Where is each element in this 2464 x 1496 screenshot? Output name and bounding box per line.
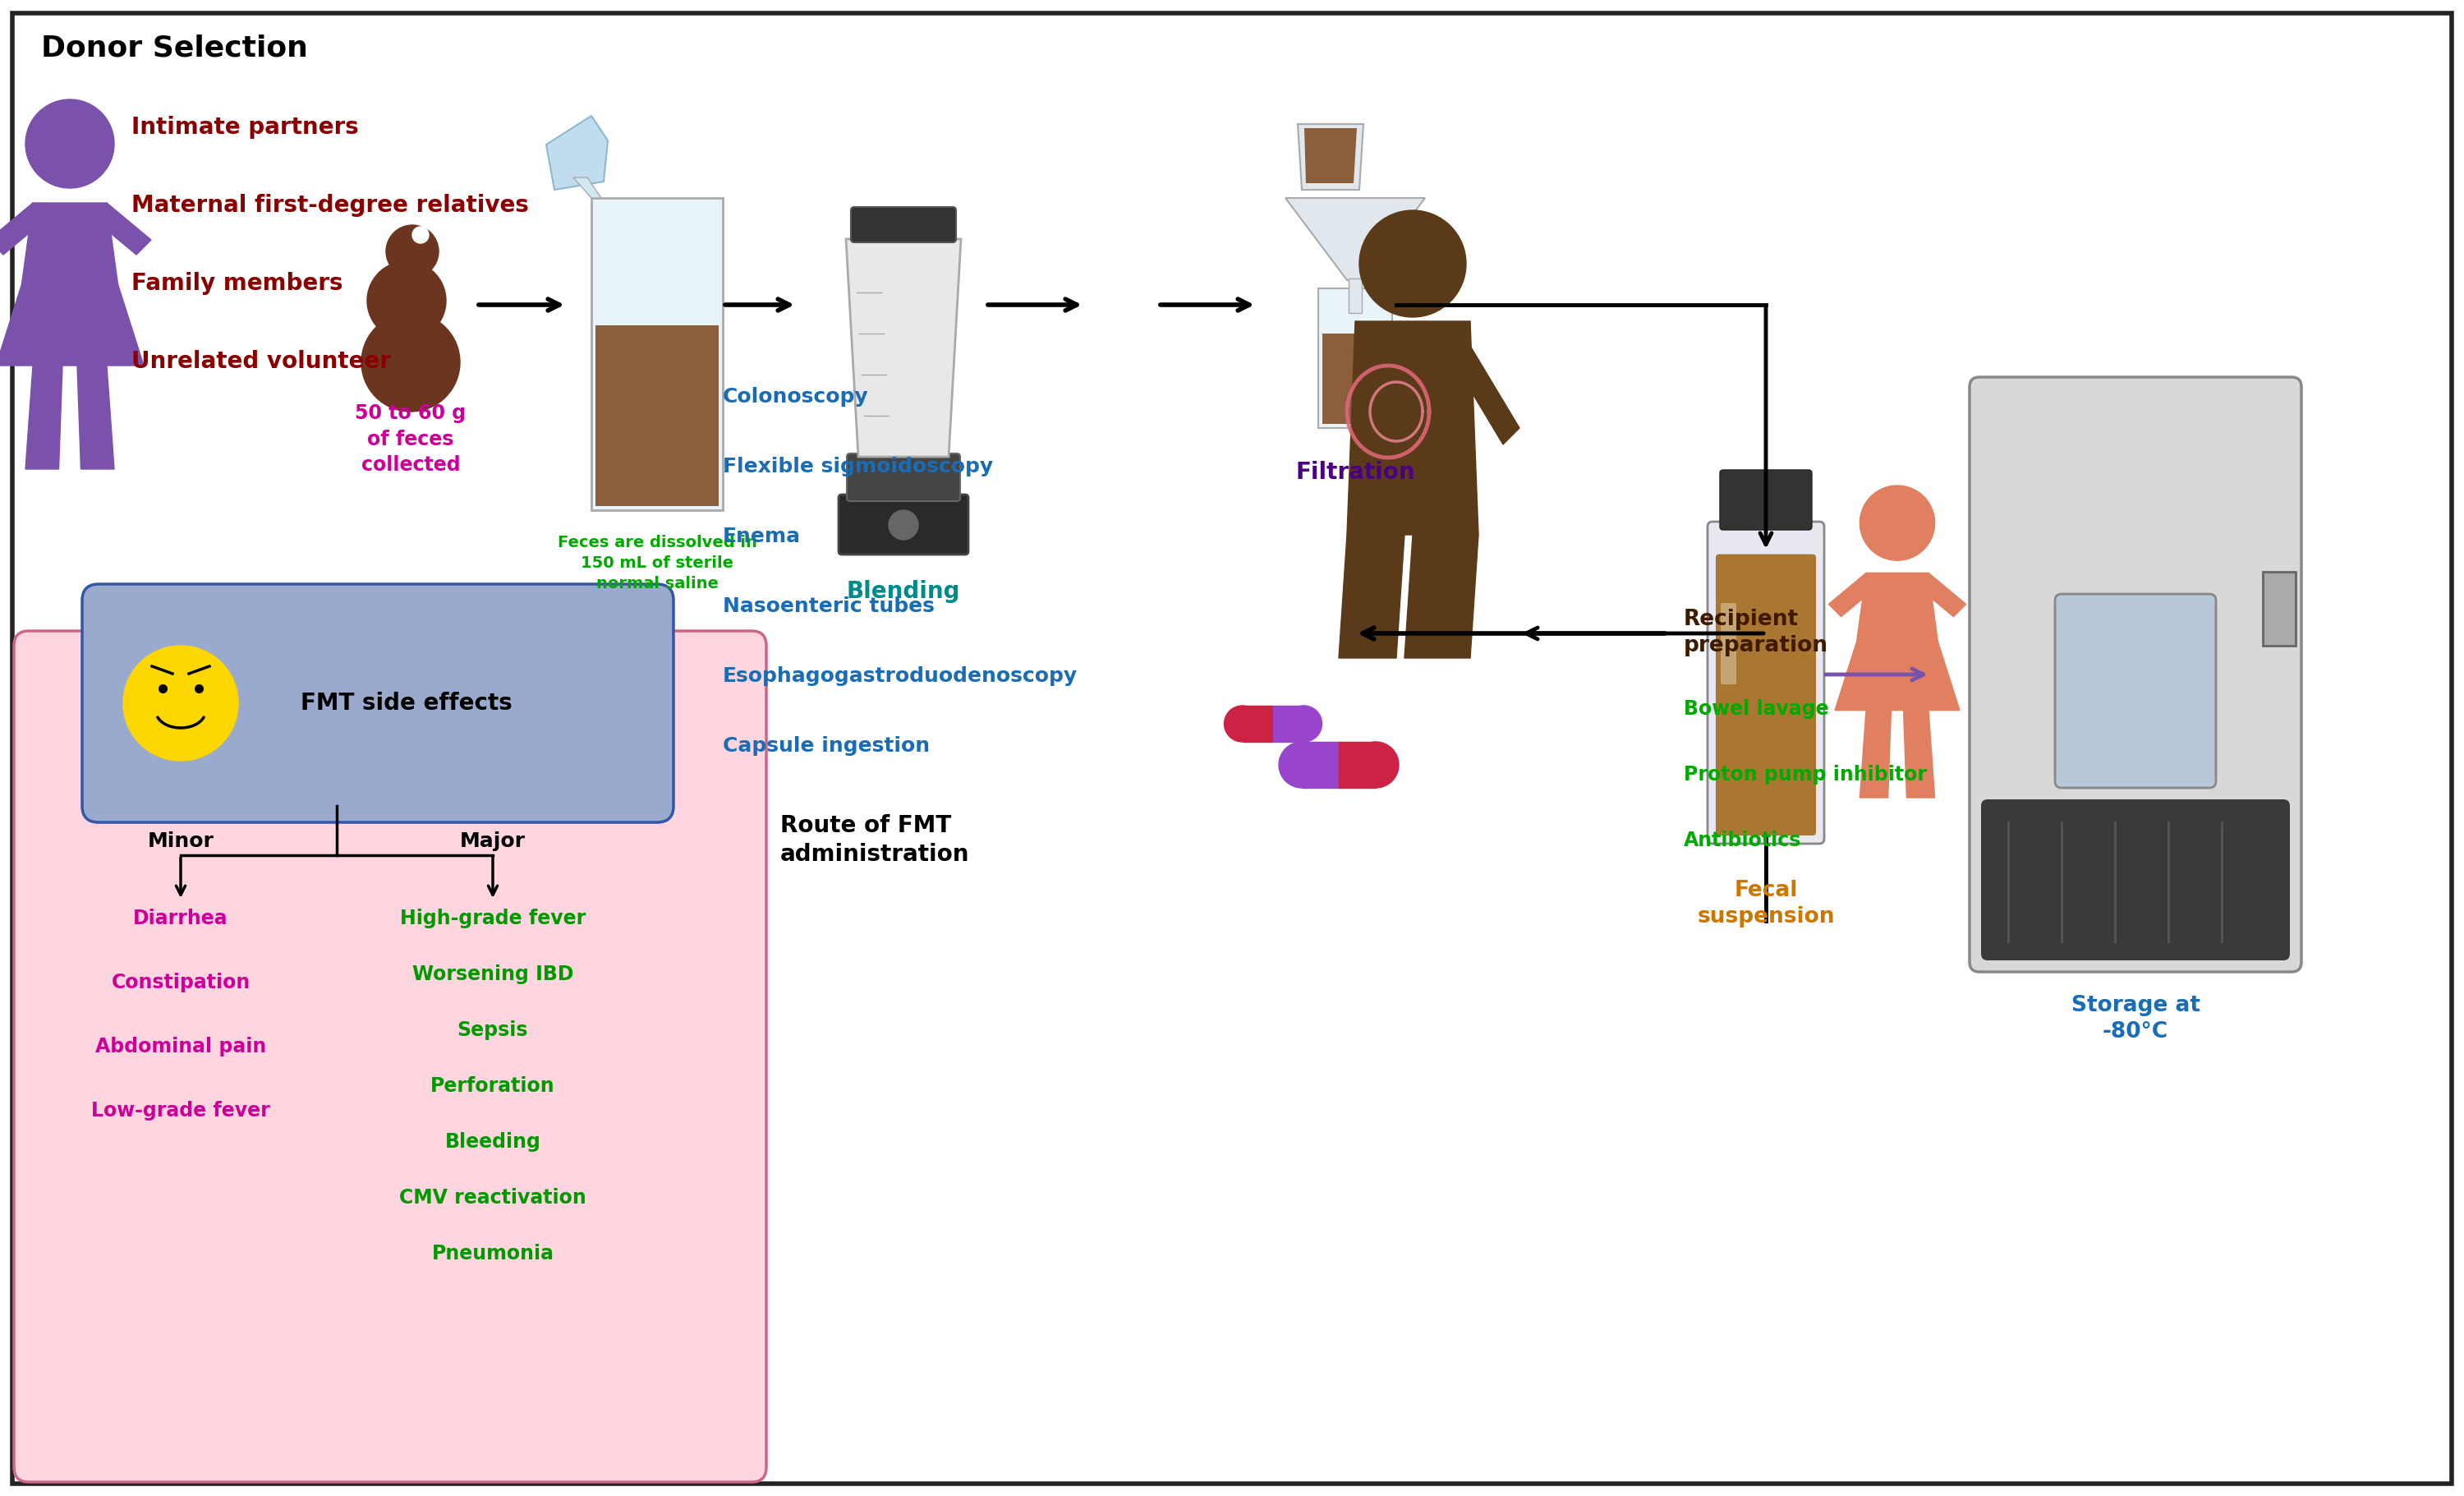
Polygon shape	[1454, 346, 1520, 444]
FancyBboxPatch shape	[1323, 334, 1387, 423]
Polygon shape	[1836, 642, 1959, 711]
Polygon shape	[1860, 711, 1890, 797]
Text: Family members: Family members	[131, 272, 342, 295]
Text: Minor: Minor	[148, 832, 214, 851]
Text: High-grade fever: High-grade fever	[399, 908, 586, 929]
FancyBboxPatch shape	[591, 197, 722, 510]
Polygon shape	[1299, 124, 1363, 190]
Text: Perforation: Perforation	[431, 1076, 554, 1097]
Polygon shape	[845, 239, 961, 456]
Polygon shape	[0, 284, 143, 365]
Text: Flexible sigmoidoscopy: Flexible sigmoidoscopy	[722, 456, 993, 477]
Bar	[1301, 742, 1338, 788]
FancyBboxPatch shape	[81, 583, 673, 823]
Circle shape	[411, 227, 429, 244]
FancyBboxPatch shape	[596, 325, 719, 506]
Polygon shape	[547, 115, 609, 190]
Circle shape	[1860, 486, 1934, 561]
Polygon shape	[1348, 322, 1478, 534]
Polygon shape	[1286, 197, 1424, 280]
Bar	[1242, 706, 1274, 742]
Polygon shape	[76, 365, 113, 470]
Text: Enema: Enema	[722, 527, 801, 546]
FancyBboxPatch shape	[15, 631, 766, 1483]
FancyBboxPatch shape	[1720, 470, 1811, 530]
Bar	[1274, 706, 1303, 742]
FancyBboxPatch shape	[850, 206, 956, 242]
Text: Maternal first-degree relatives: Maternal first-degree relatives	[131, 194, 530, 217]
FancyBboxPatch shape	[1969, 377, 2301, 972]
FancyBboxPatch shape	[1720, 603, 1737, 684]
Text: Antibiotics: Antibiotics	[1683, 830, 1801, 850]
Text: Colonoscopy: Colonoscopy	[722, 387, 870, 407]
Text: Sepsis: Sepsis	[458, 1020, 527, 1040]
Text: Abdominal pain: Abdominal pain	[96, 1037, 266, 1056]
Circle shape	[1360, 211, 1466, 317]
Text: Nasoenteric tubes: Nasoenteric tubes	[722, 597, 934, 616]
Text: Capsule ingestion: Capsule ingestion	[722, 736, 929, 755]
Text: Feces are dissolved in
150 mL of sterile
normal saline: Feces are dissolved in 150 mL of sterile…	[557, 534, 756, 591]
Polygon shape	[574, 178, 601, 197]
Text: Filtration: Filtration	[1296, 461, 1414, 483]
Polygon shape	[1338, 534, 1404, 658]
Circle shape	[1225, 706, 1259, 742]
Text: Low-grade fever: Low-grade fever	[91, 1101, 271, 1121]
Text: Recipient
preparation: Recipient preparation	[1683, 609, 1828, 657]
Text: Constipation: Constipation	[111, 972, 251, 992]
Bar	[1348, 278, 1363, 313]
FancyBboxPatch shape	[838, 495, 968, 555]
Polygon shape	[91, 203, 150, 254]
Circle shape	[25, 99, 113, 188]
Circle shape	[890, 510, 919, 540]
Text: Blending: Blending	[848, 580, 961, 603]
Text: Major: Major	[461, 832, 525, 851]
Circle shape	[362, 313, 461, 411]
Circle shape	[1279, 742, 1326, 788]
Polygon shape	[25, 365, 62, 470]
Circle shape	[1286, 706, 1321, 742]
Circle shape	[1353, 742, 1400, 788]
FancyBboxPatch shape	[1318, 289, 1392, 428]
Polygon shape	[1303, 129, 1358, 183]
Polygon shape	[1917, 573, 1966, 616]
Text: Pneumonia: Pneumonia	[431, 1243, 554, 1264]
Text: Bleeding: Bleeding	[446, 1132, 540, 1152]
Text: Bowel lavage: Bowel lavage	[1683, 699, 1828, 720]
FancyBboxPatch shape	[12, 13, 2452, 1484]
Polygon shape	[1404, 534, 1478, 658]
Text: Route of FMT
administration: Route of FMT administration	[781, 814, 968, 866]
Bar	[2262, 571, 2296, 646]
Polygon shape	[1905, 711, 1934, 797]
Polygon shape	[0, 203, 47, 254]
Text: CMV reactivation: CMV reactivation	[399, 1188, 586, 1207]
Text: Proton pump inhibitor: Proton pump inhibitor	[1683, 764, 1927, 784]
FancyBboxPatch shape	[1708, 522, 1823, 844]
Text: Storage at
-80°C: Storage at -80°C	[2070, 995, 2200, 1043]
Text: Intimate partners: Intimate partners	[131, 115, 360, 139]
FancyBboxPatch shape	[848, 453, 961, 501]
Text: Esophagogastroduodenoscopy: Esophagogastroduodenoscopy	[722, 666, 1077, 687]
FancyBboxPatch shape	[1981, 799, 2289, 960]
Bar	[1338, 742, 1375, 788]
Text: Worsening IBD: Worsening IBD	[411, 965, 574, 984]
Circle shape	[367, 262, 446, 340]
Polygon shape	[1828, 573, 1878, 616]
FancyBboxPatch shape	[2055, 594, 2215, 788]
Text: Fecal
suspension: Fecal suspension	[1698, 880, 1836, 928]
Text: 50 to 60 g
of feces
collected: 50 to 60 g of feces collected	[355, 404, 466, 476]
Text: Unrelated volunteer: Unrelated volunteer	[131, 350, 392, 373]
Circle shape	[387, 224, 439, 278]
Text: FMT side effects: FMT side effects	[301, 691, 513, 715]
Circle shape	[123, 646, 239, 761]
Polygon shape	[22, 203, 118, 284]
Text: Diarrhea: Diarrhea	[133, 908, 229, 929]
FancyBboxPatch shape	[1715, 554, 1816, 835]
Polygon shape	[1858, 573, 1937, 642]
Text: Donor Selection: Donor Selection	[42, 34, 308, 61]
